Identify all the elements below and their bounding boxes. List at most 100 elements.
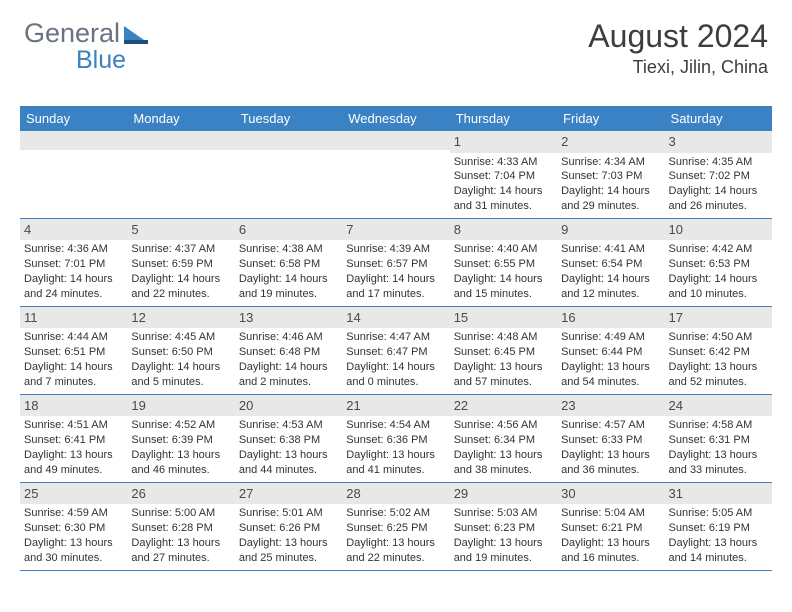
day-cell: 28Sunrise: 5:02 AMSunset: 6:25 PMDayligh… <box>342 483 449 570</box>
day-number: 19 <box>127 395 234 417</box>
day-cell: 30Sunrise: 5:04 AMSunset: 6:21 PMDayligh… <box>557 483 664 570</box>
sunrise-line: Sunrise: 4:45 AM <box>131 330 230 345</box>
sunset-line: Sunset: 6:30 PM <box>24 521 123 536</box>
day-cell: 21Sunrise: 4:54 AMSunset: 6:36 PMDayligh… <box>342 395 449 482</box>
day-details: Sunrise: 4:39 AMSunset: 6:57 PMDaylight:… <box>342 242 449 301</box>
day-cell: 18Sunrise: 4:51 AMSunset: 6:41 PMDayligh… <box>20 395 127 482</box>
sunset-line: Sunset: 6:44 PM <box>561 345 660 360</box>
sunrise-line: Sunrise: 5:00 AM <box>131 506 230 521</box>
day-cell: 23Sunrise: 4:57 AMSunset: 6:33 PMDayligh… <box>557 395 664 482</box>
day-number: 25 <box>20 483 127 505</box>
day-cell <box>342 131 449 218</box>
day-number: 9 <box>557 219 664 241</box>
sunset-line: Sunset: 6:21 PM <box>561 521 660 536</box>
location-subtitle: Tiexi, Jilin, China <box>588 57 768 78</box>
daylight-line: Daylight: 13 hours and 54 minutes. <box>561 360 660 390</box>
daylight-line: Daylight: 13 hours and 25 minutes. <box>239 536 338 566</box>
brand-word-2: Blue <box>76 46 126 75</box>
day-number: 29 <box>450 483 557 505</box>
sunrise-line: Sunrise: 4:56 AM <box>454 418 553 433</box>
sunset-line: Sunset: 6:53 PM <box>669 257 768 272</box>
day-number <box>127 131 234 150</box>
day-number <box>235 131 342 150</box>
header: August 2024 Tiexi, Jilin, China <box>588 18 768 78</box>
week-row: 11Sunrise: 4:44 AMSunset: 6:51 PMDayligh… <box>20 307 772 395</box>
daylight-line: Daylight: 13 hours and 33 minutes. <box>669 448 768 478</box>
sunset-line: Sunset: 6:36 PM <box>346 433 445 448</box>
daylight-line: Daylight: 13 hours and 49 minutes. <box>24 448 123 478</box>
day-number: 28 <box>342 483 449 505</box>
day-cell: 12Sunrise: 4:45 AMSunset: 6:50 PMDayligh… <box>127 307 234 394</box>
day-number: 6 <box>235 219 342 241</box>
day-details: Sunrise: 5:03 AMSunset: 6:23 PMDaylight:… <box>450 506 557 565</box>
day-cell: 10Sunrise: 4:42 AMSunset: 6:53 PMDayligh… <box>665 219 772 306</box>
sunrise-line: Sunrise: 4:41 AM <box>561 242 660 257</box>
weekday-header: Friday <box>557 106 664 131</box>
brand-logo: General Blue <box>24 18 150 49</box>
day-details: Sunrise: 5:02 AMSunset: 6:25 PMDaylight:… <box>342 506 449 565</box>
day-cell: 6Sunrise: 4:38 AMSunset: 6:58 PMDaylight… <box>235 219 342 306</box>
sunrise-line: Sunrise: 4:39 AM <box>346 242 445 257</box>
day-number: 21 <box>342 395 449 417</box>
daylight-line: Daylight: 14 hours and 15 minutes. <box>454 272 553 302</box>
day-cell: 15Sunrise: 4:48 AMSunset: 6:45 PMDayligh… <box>450 307 557 394</box>
brand-logo-mark-icon <box>124 24 150 44</box>
daylight-line: Daylight: 13 hours and 46 minutes. <box>131 448 230 478</box>
day-number: 11 <box>20 307 127 329</box>
sunset-line: Sunset: 6:25 PM <box>346 521 445 536</box>
sunset-line: Sunset: 7:04 PM <box>454 169 553 184</box>
day-number: 23 <box>557 395 664 417</box>
daylight-line: Daylight: 13 hours and 44 minutes. <box>239 448 338 478</box>
day-number: 1 <box>450 131 557 153</box>
day-details: Sunrise: 4:57 AMSunset: 6:33 PMDaylight:… <box>557 418 664 477</box>
day-cell: 13Sunrise: 4:46 AMSunset: 6:48 PMDayligh… <box>235 307 342 394</box>
daylight-line: Daylight: 13 hours and 22 minutes. <box>346 536 445 566</box>
sunrise-line: Sunrise: 4:53 AM <box>239 418 338 433</box>
sunrise-line: Sunrise: 4:49 AM <box>561 330 660 345</box>
sunrise-line: Sunrise: 5:02 AM <box>346 506 445 521</box>
sunrise-line: Sunrise: 4:35 AM <box>669 155 768 170</box>
daylight-line: Daylight: 14 hours and 19 minutes. <box>239 272 338 302</box>
day-details: Sunrise: 4:58 AMSunset: 6:31 PMDaylight:… <box>665 418 772 477</box>
sunrise-line: Sunrise: 5:04 AM <box>561 506 660 521</box>
sunset-line: Sunset: 6:39 PM <box>131 433 230 448</box>
day-number: 16 <box>557 307 664 329</box>
daylight-line: Daylight: 14 hours and 24 minutes. <box>24 272 123 302</box>
sunrise-line: Sunrise: 4:51 AM <box>24 418 123 433</box>
day-cell: 7Sunrise: 4:39 AMSunset: 6:57 PMDaylight… <box>342 219 449 306</box>
sunset-line: Sunset: 6:31 PM <box>669 433 768 448</box>
day-number: 30 <box>557 483 664 505</box>
weekday-header: Saturday <box>665 106 772 131</box>
sunset-line: Sunset: 6:50 PM <box>131 345 230 360</box>
weekday-header: Thursday <box>450 106 557 131</box>
day-details: Sunrise: 4:50 AMSunset: 6:42 PMDaylight:… <box>665 330 772 389</box>
day-details: Sunrise: 4:45 AMSunset: 6:50 PMDaylight:… <box>127 330 234 389</box>
sunrise-line: Sunrise: 4:52 AM <box>131 418 230 433</box>
sunrise-line: Sunrise: 5:01 AM <box>239 506 338 521</box>
sunrise-line: Sunrise: 5:03 AM <box>454 506 553 521</box>
sunrise-line: Sunrise: 4:50 AM <box>669 330 768 345</box>
week-row: 25Sunrise: 4:59 AMSunset: 6:30 PMDayligh… <box>20 483 772 571</box>
day-cell: 26Sunrise: 5:00 AMSunset: 6:28 PMDayligh… <box>127 483 234 570</box>
day-cell: 16Sunrise: 4:49 AMSunset: 6:44 PMDayligh… <box>557 307 664 394</box>
daylight-line: Daylight: 13 hours and 30 minutes. <box>24 536 123 566</box>
daylight-line: Daylight: 14 hours and 7 minutes. <box>24 360 123 390</box>
daylight-line: Daylight: 14 hours and 2 minutes. <box>239 360 338 390</box>
day-details: Sunrise: 4:41 AMSunset: 6:54 PMDaylight:… <box>557 242 664 301</box>
day-cell: 31Sunrise: 5:05 AMSunset: 6:19 PMDayligh… <box>665 483 772 570</box>
weekday-header: Sunday <box>20 106 127 131</box>
daylight-line: Daylight: 13 hours and 38 minutes. <box>454 448 553 478</box>
day-number: 15 <box>450 307 557 329</box>
sunrise-line: Sunrise: 4:59 AM <box>24 506 123 521</box>
sunset-line: Sunset: 6:41 PM <box>24 433 123 448</box>
day-details: Sunrise: 4:53 AMSunset: 6:38 PMDaylight:… <box>235 418 342 477</box>
day-details: Sunrise: 5:00 AMSunset: 6:28 PMDaylight:… <box>127 506 234 565</box>
sunset-line: Sunset: 7:02 PM <box>669 169 768 184</box>
daylight-line: Daylight: 14 hours and 10 minutes. <box>669 272 768 302</box>
day-number: 10 <box>665 219 772 241</box>
day-cell: 11Sunrise: 4:44 AMSunset: 6:51 PMDayligh… <box>20 307 127 394</box>
weekday-header: Monday <box>127 106 234 131</box>
day-cell: 8Sunrise: 4:40 AMSunset: 6:55 PMDaylight… <box>450 219 557 306</box>
day-details: Sunrise: 4:42 AMSunset: 6:53 PMDaylight:… <box>665 242 772 301</box>
sunset-line: Sunset: 6:57 PM <box>346 257 445 272</box>
